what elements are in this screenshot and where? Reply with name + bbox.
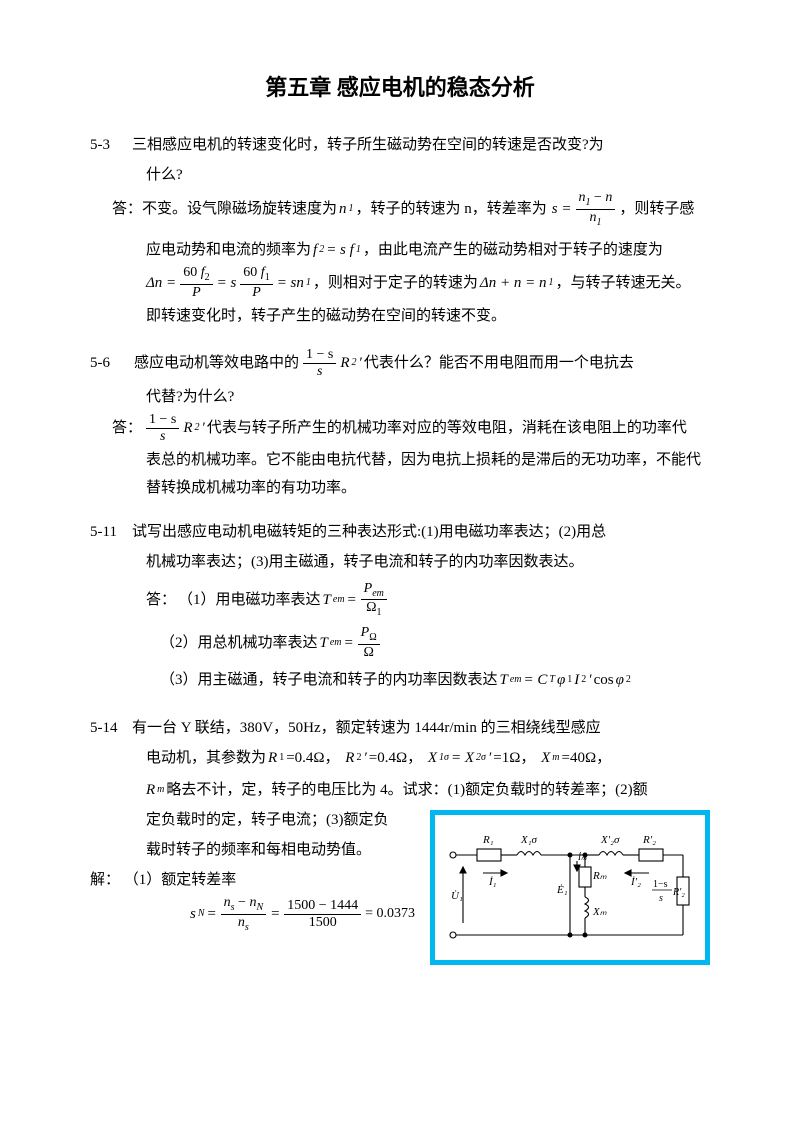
text: （1）用电磁功率表达 xyxy=(178,588,321,612)
problem-number: 5-6 xyxy=(90,351,132,375)
svg-text:İₘ: İₘ xyxy=(577,852,587,862)
svg-text:X₁σ: X₁σ xyxy=(520,834,538,846)
circuit-diagram: R₁ X₁σ X′₂σ R′₂ Rₘ Xₘ U̇₁ Ė₁ İ₁ İₘ İ′₂ 1… xyxy=(430,810,710,965)
text: ，转子的转速为 n，转差率为 xyxy=(356,197,547,221)
svg-text:Xₘ: Xₘ xyxy=(592,906,607,918)
math: s xyxy=(303,364,336,379)
svg-text:R′₂: R′₂ xyxy=(672,887,685,898)
svg-text:İ₁: İ₁ xyxy=(488,876,497,888)
problem-number: 5-14 xyxy=(90,716,132,740)
problem-5-14: 5-14 有一台 Y 联结，380V，50Hz，额定转速为 1444r/min … xyxy=(90,716,710,965)
question-text: 三相感应电机的转速变化时，转子所生磁动势在空间的转速是否改变?为 xyxy=(132,133,710,157)
text: 答：不变。设气隙磁场旋转速度为 xyxy=(112,197,337,221)
text: 解： xyxy=(90,872,120,888)
answer-line: 表总的机械功率。它不能由电抗代替，因为电抗上损耗的是滞后的无功功率，不能代 xyxy=(146,448,710,472)
problem-5-11: 5-11 试写出感应电动机电磁转矩的三种表达形式:(1)用电磁功率表达；(2)用… xyxy=(90,520,710,692)
svg-text:Ė₁: Ė₁ xyxy=(556,884,568,896)
answer-line: （2）用总机械功率表达 Tem = PΩΩ xyxy=(160,626,710,660)
svg-text:X′₂σ: X′₂σ xyxy=(600,834,620,846)
svg-text:R₁: R₁ xyxy=(482,834,494,846)
result: = 0.0373 xyxy=(365,903,415,925)
problem-number: 5-11 xyxy=(90,520,132,544)
answer-line: 答：不变。设气隙磁场旋转速度为 n1 ，转子的转速为 n，转差率为 s = n1… xyxy=(112,191,710,228)
text: 答： xyxy=(112,416,142,440)
answer-line: 答： （1）用电磁功率表达 Tem = PemΩ1 xyxy=(146,582,710,619)
question-text: Rm 略去不计，定，转子的电压比为 4。试求：(1)额定负载时的转差率；(2)额 xyxy=(146,778,710,802)
text: （3）用主磁通，转子电流和转子的内功率因数表达 xyxy=(160,668,498,692)
answer-equation: Δn = 60 f2P = s 60 f1P = sn1 ，则相对于定子的转速为… xyxy=(146,266,710,300)
problem-number: 5-3 xyxy=(90,133,132,157)
text: 略去不计，定，转子的电压比为 4。试求：(1)额定负载时的转差率；(2)额 xyxy=(166,778,647,802)
text: ，与转子转速无关。 xyxy=(555,271,690,295)
question-text: 有一台 Y 联结，380V，50Hz，额定转速为 1444r/min 的三相绕线… xyxy=(132,716,710,740)
text: （2）用总机械功率表达 xyxy=(160,631,318,655)
circuit-svg: R₁ X₁σ X′₂σ R′₂ Rₘ Xₘ U̇₁ Ė₁ İ₁ İₘ İ′₂ 1… xyxy=(435,815,705,960)
svg-text:R′₂: R′₂ xyxy=(642,834,656,846)
answer-line: 答： 1 − ss R2′ 代表与转子所产生的机械功率对应的等效电阻，消耗在该电… xyxy=(112,413,710,444)
question-text: 什么? xyxy=(146,163,710,187)
text: （1）额定转差率 xyxy=(124,872,237,888)
text: 电动机，其参数为 xyxy=(146,746,266,770)
question-text: 感应电动机等效电路中的 xyxy=(134,351,299,375)
svg-text:s: s xyxy=(659,893,663,904)
answer-line: 替转换成机械功率的有功功率。 xyxy=(146,476,710,500)
chapter-title: 第五章 感应电机的稳态分析 xyxy=(90,70,710,105)
problem-5-6: 5-6 感应电动机等效电路中的 1 − ss R2′ 代表什么？能否不用电阻而用… xyxy=(90,348,710,500)
math: 1 − s xyxy=(303,348,336,364)
answer-line: 即转速变化时，转子产生的磁动势在空间的转速不变。 xyxy=(146,304,710,328)
svg-text:Rₘ: Rₘ xyxy=(592,870,607,882)
math: 1 − s xyxy=(146,413,179,429)
text: ，则转子感 xyxy=(619,197,694,221)
svg-text:U̇₁: U̇₁ xyxy=(451,890,463,902)
math: s xyxy=(146,429,179,444)
answer-line: 应电动势和电流的频率为 f2 = s f1 ，由此电流产生的磁动势相对于转子的速… xyxy=(146,238,710,262)
text: ，则相对于定子的转速为 xyxy=(313,271,478,295)
solution-equation: sN = ns − nNns = 1500 − 14441500 = 0.037… xyxy=(190,896,420,933)
answer-line: （3）用主磁通，转子电流和转子的内功率因数表达 Tem = CTφ1I2′cos… xyxy=(160,668,710,692)
svg-text:İ′₂: İ′₂ xyxy=(630,876,641,888)
text: 代表与转子所产生的机械功率对应的等效电阻，消耗在该电阻上的功率代 xyxy=(207,416,687,440)
question-text: 电动机，其参数为 R1=0.4Ω， R2′=0.4Ω， X1σ = X2σ′ =… xyxy=(146,746,710,770)
question-text: 代表什么？能否不用电阻而用一个电抗去 xyxy=(364,351,634,375)
svg-text:1−s: 1−s xyxy=(653,879,668,890)
text: ，由此电流产生的磁动势相对于转子的速度为 xyxy=(363,238,663,262)
question-text: 试写出感应电动机电磁转矩的三种表达形式:(1)用电磁功率表达；(2)用总 xyxy=(132,520,710,544)
question-text: 机械功率表达；(3)用主磁通，转子电流和转子的内功率因数表达。 xyxy=(146,550,710,574)
problem-5-3: 5-3 三相感应电机的转速变化时，转子所生磁动势在空间的转速是否改变?为 什么?… xyxy=(90,133,710,327)
text: 答： xyxy=(146,588,176,612)
text: 应电动势和电流的频率为 xyxy=(146,238,311,262)
question-text: 代替?为什么? xyxy=(146,385,710,409)
